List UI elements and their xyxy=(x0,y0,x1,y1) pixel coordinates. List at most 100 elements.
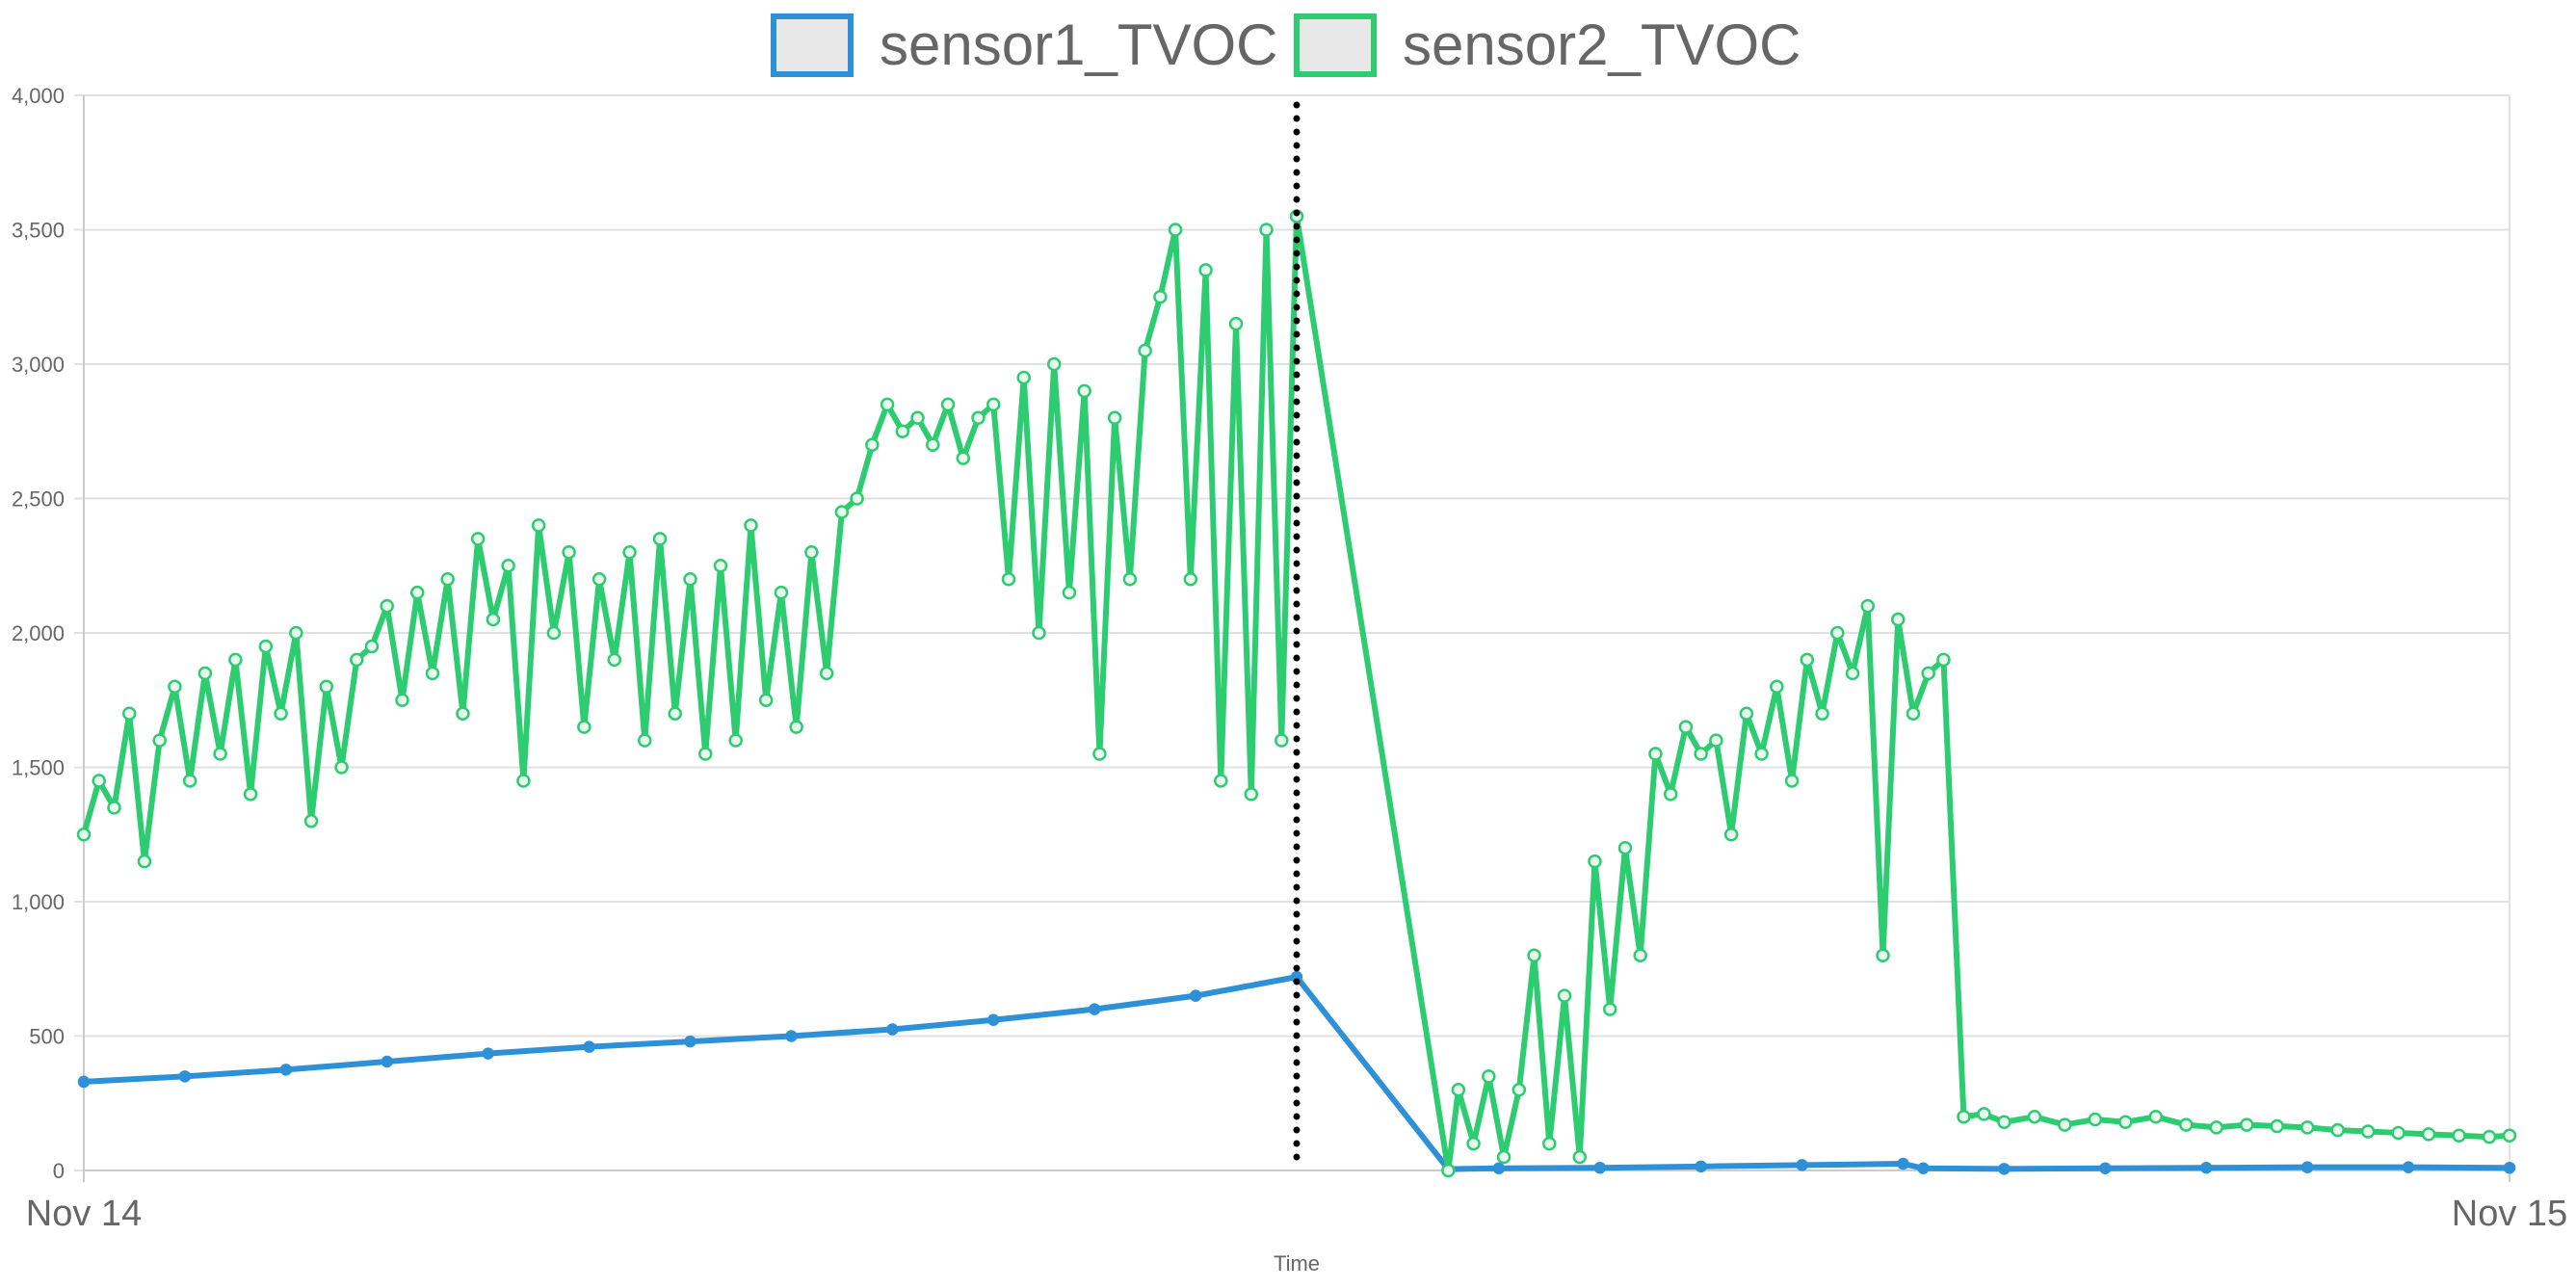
data-point-sensor2_TVOC[interactable] xyxy=(2179,1117,2194,1132)
data-point-sensor2_TVOC[interactable] xyxy=(1228,316,1244,331)
data-point-sensor2_TVOC[interactable] xyxy=(1694,747,1708,761)
data-point-sensor2_TVOC[interactable] xyxy=(713,559,728,573)
data-point-sensor2_TVOC[interactable] xyxy=(1183,571,1198,587)
data-point-sensor2_TVOC[interactable] xyxy=(2391,1125,2405,1141)
data-point-sensor2_TVOC[interactable] xyxy=(1511,1083,1527,1097)
data-point-sensor1_TVOC[interactable] xyxy=(2300,1161,2314,1173)
data-point-sensor2_TVOC[interactable] xyxy=(1876,948,1890,963)
data-point-sensor2_TVOC[interactable] xyxy=(395,693,409,707)
data-point-sensor2_TVOC[interactable] xyxy=(289,625,303,641)
data-point-sensor1_TVOC[interactable] xyxy=(583,1040,595,1053)
data-point-sensor2_TVOC[interactable] xyxy=(1244,787,1259,802)
data-point-sensor2_TVOC[interactable] xyxy=(1107,410,1122,426)
data-point-sensor1_TVOC[interactable] xyxy=(1695,1160,1707,1173)
data-point-sensor2_TVOC[interactable] xyxy=(1830,625,1845,641)
data-point-sensor2_TVOC[interactable] xyxy=(1032,625,1046,641)
data-point-sensor2_TVOC[interactable] xyxy=(2088,1112,2103,1127)
data-point-sensor2_TVOC[interactable] xyxy=(1062,585,1077,600)
data-point-sensor2_TVOC[interactable] xyxy=(380,598,394,614)
data-point-sensor2_TVOC[interactable] xyxy=(1496,1149,1511,1165)
data-point-sensor2_TVOC[interactable] xyxy=(1168,223,1183,237)
data-point-sensor2_TVOC[interactable] xyxy=(1997,1115,2011,1130)
data-point-sensor2_TVOC[interactable] xyxy=(243,787,258,802)
legend-label-sensor2[interactable]: sensor2_TVOC xyxy=(1403,13,1801,77)
data-point-sensor1_TVOC[interactable] xyxy=(886,1023,899,1036)
data-point-sensor2_TVOC[interactable] xyxy=(1527,948,1541,963)
data-point-sensor2_TVOC[interactable] xyxy=(516,774,531,788)
data-point-sensor2_TVOC[interactable] xyxy=(137,854,152,869)
data-point-sensor2_TVOC[interactable] xyxy=(121,706,137,721)
data-point-sensor2_TVOC[interactable] xyxy=(2452,1128,2466,1143)
data-point-sensor2_TVOC[interactable] xyxy=(1648,747,1663,761)
data-point-sensor2_TVOC[interactable] xyxy=(1214,774,1228,788)
data-point-sensor2_TVOC[interactable] xyxy=(1046,356,1062,372)
data-point-sensor2_TVOC[interactable] xyxy=(1153,290,1168,304)
data-point-sensor2_TVOC[interactable] xyxy=(986,397,1001,412)
data-point-sensor2_TVOC[interactable] xyxy=(2270,1118,2284,1134)
data-point-sensor2_TVOC[interactable] xyxy=(425,666,440,681)
data-point-sensor2_TVOC[interactable] xyxy=(910,410,925,426)
data-point-sensor2_TVOC[interactable] xyxy=(1906,706,1921,721)
data-point-sensor2_TVOC[interactable] xyxy=(1259,223,1274,237)
data-point-sensor2_TVOC[interactable] xyxy=(622,545,637,560)
data-point-sensor2_TVOC[interactable] xyxy=(1800,652,1815,668)
data-point-sensor2_TVOC[interactable] xyxy=(1602,1002,1617,1016)
data-point-sensor2_TVOC[interactable] xyxy=(334,760,349,775)
data-point-sensor1_TVOC[interactable] xyxy=(987,1013,1000,1027)
data-point-sensor2_TVOC[interactable] xyxy=(1588,854,1602,869)
data-point-sensor2_TVOC[interactable] xyxy=(182,774,197,788)
data-point-sensor2_TVOC[interactable] xyxy=(865,437,880,452)
data-point-sensor2_TVOC[interactable] xyxy=(1815,706,1829,721)
data-point-sensor1_TVOC[interactable] xyxy=(1917,1162,1930,1175)
data-point-sensor2_TVOC[interactable] xyxy=(819,666,834,681)
data-point-sensor1_TVOC[interactable] xyxy=(684,1035,697,1048)
data-point-sensor1_TVOC[interactable] xyxy=(2200,1161,2213,1174)
data-point-sensor2_TVOC[interactable] xyxy=(2482,1129,2497,1144)
data-point-sensor2_TVOC[interactable] xyxy=(1936,652,1951,668)
data-point-sensor1_TVOC[interactable] xyxy=(1998,1163,2011,1175)
data-point-sensor1_TVOC[interactable] xyxy=(482,1047,494,1060)
data-point-sensor2_TVOC[interactable] xyxy=(1441,1163,1456,1178)
data-point-sensor2_TVOC[interactable] xyxy=(152,733,167,748)
legend-label-sensor1[interactable]: sensor1_TVOC xyxy=(880,13,1278,77)
data-point-sensor2_TVOC[interactable] xyxy=(577,720,591,734)
data-point-sensor2_TVOC[interactable] xyxy=(1709,733,1723,748)
data-point-sensor2_TVOC[interactable] xyxy=(1557,988,1572,1003)
data-point-sensor2_TVOC[interactable] xyxy=(1482,1069,1496,1084)
data-point-sensor2_TVOC[interactable] xyxy=(1572,1149,1588,1165)
data-point-sensor2_TVOC[interactable] xyxy=(1275,733,1289,748)
data-point-sensor2_TVOC[interactable] xyxy=(2148,1109,2164,1124)
data-point-sensor2_TVOC[interactable] xyxy=(652,532,668,546)
data-point-sensor2_TVOC[interactable] xyxy=(1198,263,1213,277)
data-point-sensor2_TVOC[interactable] xyxy=(1891,612,1906,627)
data-point-sensor1_TVOC[interactable] xyxy=(1593,1161,1606,1174)
data-point-sensor2_TVOC[interactable] xyxy=(683,571,697,587)
data-point-sensor2_TVOC[interactable] xyxy=(1466,1136,1481,1151)
data-point-sensor2_TVOC[interactable] xyxy=(303,814,319,828)
data-point-sensor2_TVOC[interactable] xyxy=(76,828,92,842)
data-point-sensor2_TVOC[interactable] xyxy=(2058,1117,2072,1132)
data-point-sensor1_TVOC[interactable] xyxy=(1088,1003,1101,1015)
data-point-sensor2_TVOC[interactable] xyxy=(364,639,380,654)
data-point-sensor2_TVOC[interactable] xyxy=(2239,1117,2254,1132)
data-point-sensor2_TVOC[interactable] xyxy=(197,666,213,681)
data-point-sensor2_TVOC[interactable] xyxy=(697,747,713,761)
data-point-sensor2_TVOC[interactable] xyxy=(440,571,455,587)
data-point-sensor1_TVOC[interactable] xyxy=(1796,1159,1808,1171)
data-point-sensor2_TVOC[interactable] xyxy=(1754,747,1769,761)
data-point-sensor2_TVOC[interactable] xyxy=(940,397,956,412)
data-point-sensor2_TVOC[interactable] xyxy=(744,518,758,533)
data-point-sensor2_TVOC[interactable] xyxy=(2360,1124,2376,1139)
data-point-sensor2_TVOC[interactable] xyxy=(546,625,562,641)
data-point-sensor2_TVOC[interactable] xyxy=(562,545,576,560)
data-point-sensor2_TVOC[interactable] xyxy=(456,706,470,721)
data-point-sensor2_TVOC[interactable] xyxy=(926,437,940,452)
data-point-sensor1_TVOC[interactable] xyxy=(2402,1161,2415,1173)
data-point-sensor2_TVOC[interactable] xyxy=(228,652,243,668)
data-point-sensor1_TVOC[interactable] xyxy=(1189,989,1202,1002)
data-point-sensor2_TVOC[interactable] xyxy=(1770,679,1784,695)
data-point-sensor2_TVOC[interactable] xyxy=(1138,343,1152,358)
data-point-sensor2_TVOC[interactable] xyxy=(774,585,789,600)
data-point-sensor1_TVOC[interactable] xyxy=(785,1030,798,1042)
data-point-sensor2_TVOC[interactable] xyxy=(1784,774,1800,788)
